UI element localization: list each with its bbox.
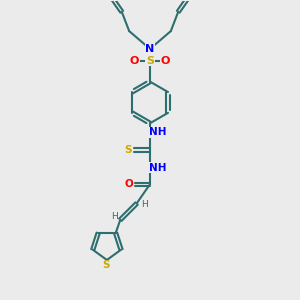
Text: N: N: [146, 44, 154, 54]
Text: O: O: [125, 179, 134, 189]
Text: O: O: [130, 56, 139, 66]
Text: O: O: [161, 56, 170, 66]
Text: NH: NH: [149, 163, 166, 173]
Text: S: S: [146, 56, 154, 66]
Text: H: H: [111, 212, 118, 221]
Text: H: H: [141, 200, 147, 209]
Text: S: S: [103, 260, 110, 270]
Text: S: S: [124, 145, 131, 155]
Text: NH: NH: [149, 127, 166, 137]
